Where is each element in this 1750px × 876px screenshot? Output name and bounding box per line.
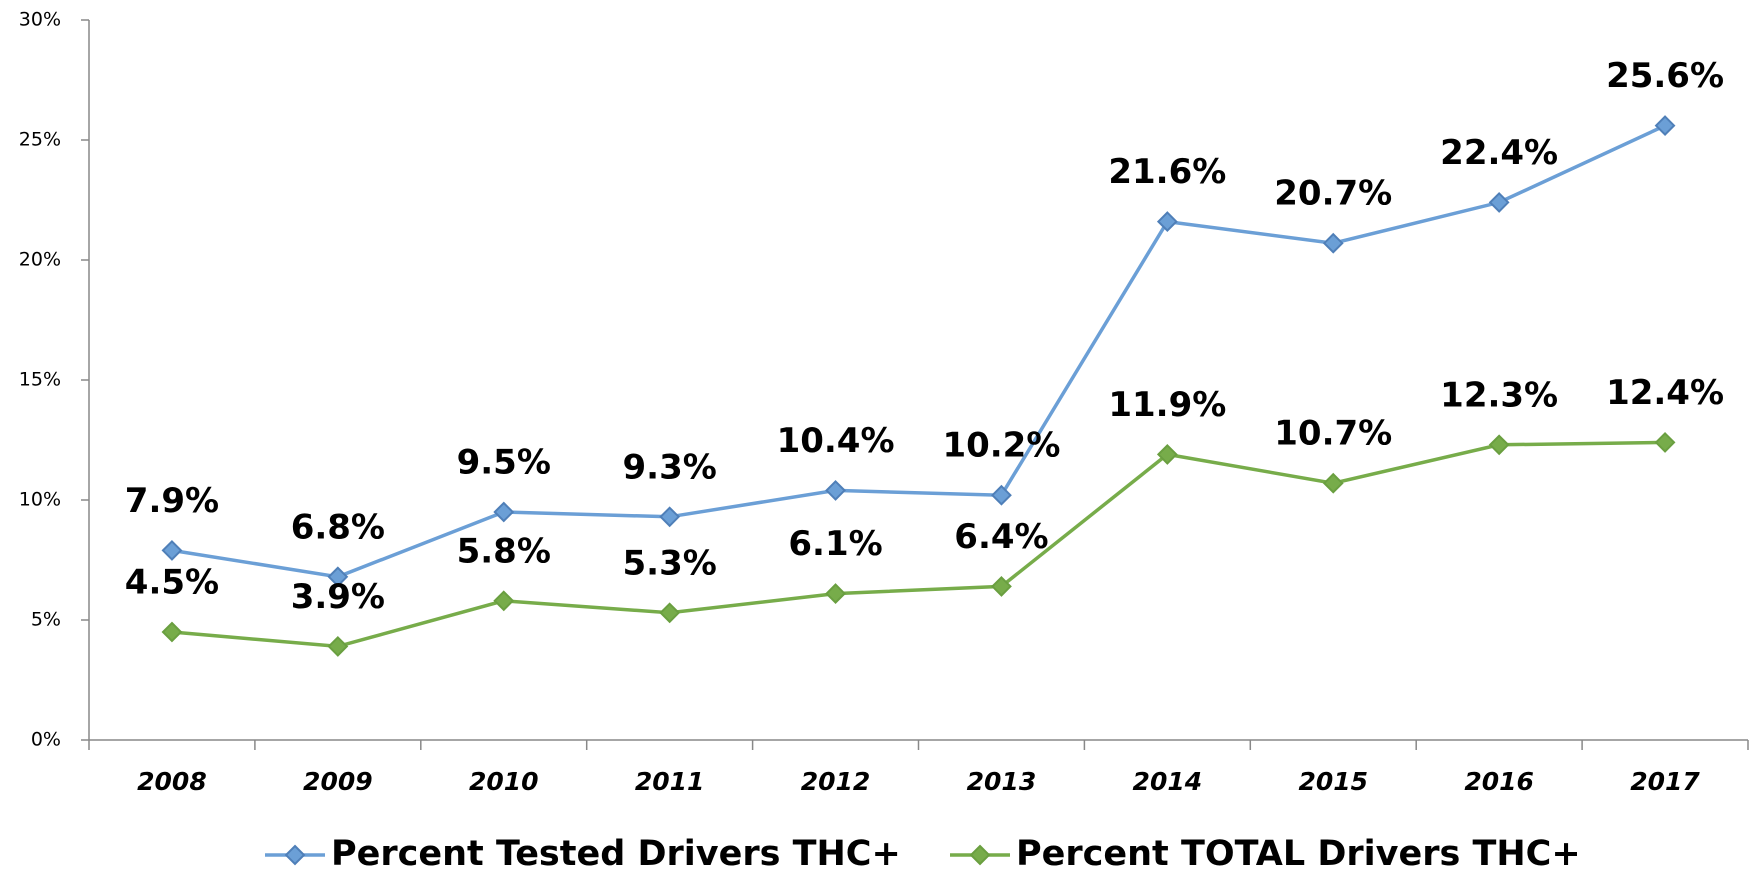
- y-tick-label: 0%: [31, 729, 61, 751]
- marker: [327, 566, 349, 588]
- data-label: 9.5%: [457, 443, 551, 483]
- data-label: 6.4%: [954, 517, 1048, 557]
- marker: [991, 575, 1012, 597]
- data-label: 10.7%: [1274, 414, 1392, 454]
- legend-marker: [284, 844, 306, 866]
- marker: [1322, 472, 1344, 494]
- data-label: 12.4%: [1606, 373, 1724, 413]
- x-tick-label: 2012: [801, 767, 871, 796]
- data-label: 5.3%: [623, 543, 717, 583]
- marker: [161, 539, 183, 561]
- legend-marker: [969, 844, 991, 866]
- marker: [991, 484, 1012, 506]
- data-label: 6.1%: [788, 524, 882, 564]
- data-label: 4.5%: [125, 563, 219, 603]
- marker: [1156, 443, 1178, 465]
- data-label: 25.6%: [1606, 56, 1724, 96]
- data-label: 9.3%: [623, 447, 717, 487]
- marker: [327, 635, 349, 657]
- marker: [825, 583, 846, 605]
- x-tick-label: 2008: [137, 767, 207, 796]
- marker: [493, 501, 515, 523]
- legend-label: Percent Tested Drivers THC+: [331, 834, 901, 872]
- data-label: 12.3%: [1440, 375, 1558, 415]
- data-label: 11.9%: [1108, 385, 1226, 425]
- series-line: [171, 440, 1666, 649]
- marker: [659, 506, 681, 528]
- x-tick-label: 2011: [635, 767, 705, 796]
- data-label: 3.9%: [291, 577, 385, 617]
- data-label: 7.9%: [125, 481, 219, 521]
- marker: [1488, 191, 1510, 213]
- series-line: [171, 124, 1666, 579]
- y-tick-label: 20%: [19, 249, 61, 271]
- data-label: 10.2%: [942, 426, 1060, 466]
- marker: [1654, 431, 1676, 453]
- x-tick-label: 2009: [303, 767, 373, 796]
- data-label: 21.6%: [1108, 152, 1226, 192]
- x-tick-label: 2014: [1133, 767, 1203, 796]
- marker: [1156, 211, 1178, 233]
- data-label: 5.8%: [457, 531, 551, 571]
- marker: [1322, 232, 1344, 254]
- data-label: 6.8%: [291, 507, 385, 547]
- marker: [825, 479, 846, 501]
- x-tick-label: 2017: [1630, 767, 1700, 796]
- y-tick-label: 10%: [19, 489, 61, 511]
- data-label: 20.7%: [1274, 174, 1392, 214]
- y-tick-label: 5%: [31, 609, 61, 631]
- marker: [1488, 434, 1510, 456]
- marker: [493, 590, 515, 612]
- data-label: 22.4%: [1440, 133, 1558, 173]
- data-label: 10.4%: [777, 421, 895, 461]
- x-tick-label: 2013: [967, 767, 1037, 796]
- marker: [1654, 115, 1676, 137]
- marker: [161, 621, 183, 643]
- y-tick-label: 15%: [19, 369, 61, 391]
- x-tick-label: 2016: [1464, 767, 1534, 796]
- y-tick-label: 25%: [19, 129, 61, 151]
- legend-label: Percent TOTAL Drivers THC+: [1016, 834, 1581, 872]
- x-tick-label: 2015: [1298, 767, 1368, 796]
- marker: [659, 602, 681, 624]
- y-tick-label: 30%: [19, 9, 61, 31]
- x-tick-label: 2010: [469, 767, 539, 796]
